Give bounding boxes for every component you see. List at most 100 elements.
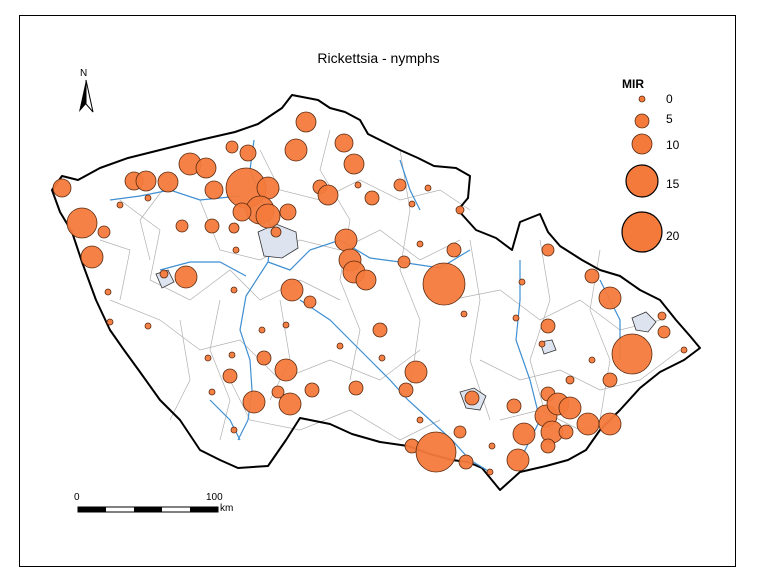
mir-marker: [80, 245, 104, 269]
legend-label-5: 5: [666, 112, 673, 126]
mir-marker: [453, 425, 467, 439]
mir-marker: [295, 111, 317, 133]
legend-label-15: 15: [666, 177, 680, 191]
mir-marker: [488, 442, 496, 450]
mir-marker: [558, 396, 582, 420]
mir-marker: [228, 351, 236, 359]
mir-marker: [540, 318, 556, 334]
mir-marker: [397, 255, 411, 269]
north-label: N: [80, 68, 88, 79]
mir-marker: [336, 342, 344, 350]
mir-marker: [159, 269, 169, 279]
mir-marker: [486, 468, 494, 476]
scale-bar: [77, 506, 219, 513]
mir-marker: [144, 322, 152, 330]
mir-marker: [540, 438, 556, 454]
mir-marker: [657, 325, 671, 339]
mir-marker: [422, 262, 466, 306]
mir-marker: [512, 422, 536, 446]
mir-marker: [239, 144, 257, 162]
mir-marker: [416, 416, 424, 424]
mir-marker: [144, 194, 152, 202]
mir-marker: [657, 311, 667, 321]
north-arrow-icon: [79, 79, 94, 113]
mir-marker: [106, 318, 114, 326]
mir-marker: [416, 240, 424, 248]
legend-label-10: 10: [666, 138, 680, 152]
mir-marker: [204, 354, 212, 362]
mir-marker: [424, 184, 432, 192]
mir-marker: [52, 178, 72, 198]
mir-marker: [538, 340, 546, 348]
mir-marker: [135, 170, 157, 192]
mir-marker: [232, 202, 252, 222]
legend-symbol-5: [634, 113, 650, 129]
mir-marker: [372, 322, 388, 338]
mir-marker: [279, 203, 297, 221]
legend-symbols: [621, 95, 663, 253]
mir-marker: [565, 375, 575, 385]
mir-marker: [303, 295, 317, 309]
legend-symbol-10: [631, 133, 653, 155]
mir-markers: [52, 111, 688, 476]
mir-marker: [195, 157, 217, 179]
legend-symbol-0: [638, 95, 646, 103]
mir-marker: [204, 218, 220, 234]
mir-marker: [584, 268, 600, 284]
mir-marker: [558, 424, 574, 440]
mir-marker: [355, 269, 377, 291]
mir-marker: [415, 431, 457, 473]
mir-marker: [174, 265, 198, 289]
mir-marker: [97, 225, 111, 239]
mir-marker: [242, 390, 266, 414]
legend-title: MIR: [622, 77, 644, 91]
ostrava-area: [631, 311, 657, 333]
mir-marker: [541, 243, 555, 257]
scale-end-label: 100: [206, 492, 223, 503]
mir-marker: [518, 278, 526, 286]
mir-marker: [506, 448, 530, 472]
map-title: Rickettsia - nymphs: [317, 50, 440, 66]
mir-marker: [256, 350, 272, 366]
mir-marker: [343, 153, 365, 175]
scale-start-label: 0: [74, 492, 80, 503]
mir-marker: [460, 310, 468, 318]
mir-marker: [393, 178, 407, 192]
scale-unit-label: km: [220, 503, 234, 514]
mir-marker: [317, 184, 339, 206]
mir-marker: [284, 138, 308, 162]
mir-marker: [334, 133, 354, 153]
mir-marker: [464, 390, 480, 406]
mir-marker: [204, 180, 224, 200]
mir-marker: [576, 412, 600, 436]
country-border: [51, 94, 701, 491]
legend-label-20: 20: [666, 229, 680, 243]
mir-marker: [116, 201, 124, 209]
mir-marker: [408, 200, 416, 208]
mir-marker: [598, 412, 622, 436]
mir-marker: [588, 356, 596, 364]
mir-marker: [230, 286, 238, 294]
mir-marker: [274, 358, 298, 382]
mir-marker: [602, 372, 618, 388]
mir-marker: [598, 286, 622, 310]
legend-label-0: 0: [666, 92, 673, 106]
mir-marker: [157, 171, 179, 193]
mir-marker: [354, 181, 362, 189]
mir-marker: [280, 278, 304, 302]
mir-marker: [104, 288, 112, 296]
mir-marker: [255, 203, 281, 229]
mir-marker: [680, 346, 688, 354]
mir-marker: [364, 190, 380, 206]
mir-marker: [232, 246, 240, 254]
mir-marker: [348, 380, 364, 396]
mir-marker: [225, 140, 239, 154]
mir-marker: [455, 205, 465, 215]
mir-marker: [446, 242, 462, 258]
mir-marker: [398, 382, 414, 398]
mir-marker: [506, 398, 522, 414]
mir-marker: [230, 426, 238, 434]
mir-marker: [222, 368, 238, 384]
mir-marker: [208, 388, 216, 396]
